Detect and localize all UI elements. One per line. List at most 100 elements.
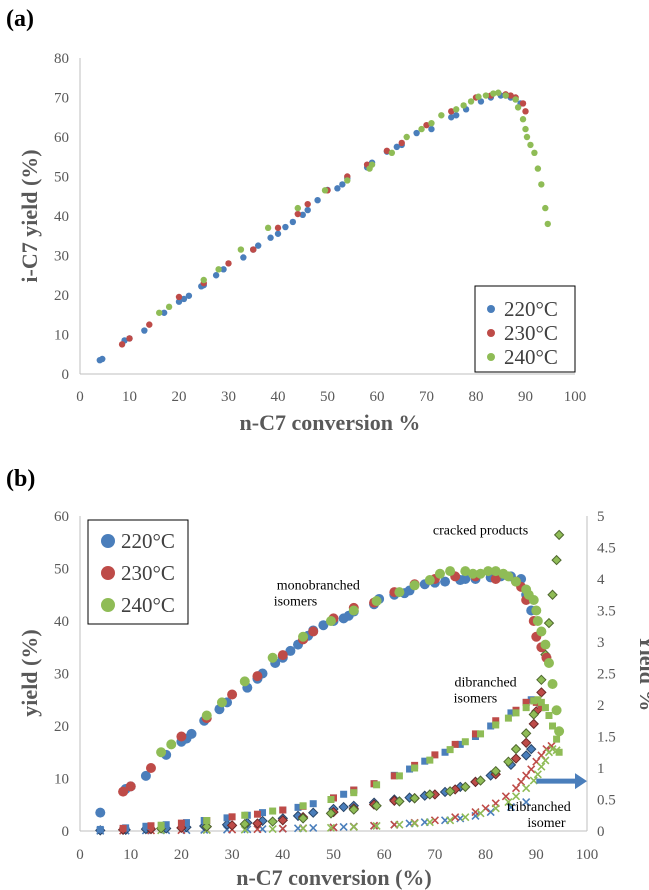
- panel-b-point-dibranched: [541, 704, 549, 712]
- panel-a-point: [527, 141, 534, 149]
- panel-a-point: [225, 260, 232, 267]
- panel-a-point: [175, 293, 183, 301]
- panel-a-point: [403, 133, 410, 141]
- panel-b-annotation: cracked products: [433, 523, 528, 538]
- panel-a-point: [321, 187, 329, 194]
- panel-a-point: [383, 147, 391, 155]
- panel-a-point: [146, 321, 153, 328]
- panel-b-point-monobranched: [503, 571, 514, 582]
- panel-b-point-monobranched: [348, 605, 359, 616]
- panel-b-point-dibranched: [373, 781, 381, 789]
- panel-b-x-tick-label: 60: [377, 847, 392, 863]
- panel-a-legend-label-230: 230°C: [504, 321, 558, 345]
- panel-b-point-dibranched: [545, 712, 553, 719]
- panel-b-point-cracked-products: [528, 709, 539, 720]
- panel-b-point-tribranched-isomer: [395, 820, 404, 829]
- panel-b-point-dibranched: [157, 821, 165, 829]
- panel-b-y-tick-label: 30: [54, 667, 69, 683]
- panel-b-point-dibranched: [327, 796, 335, 803]
- panel-b-point-monobranched: [475, 568, 486, 579]
- panel-b-point-monobranched: [490, 566, 501, 577]
- panel-a-point: [368, 161, 376, 168]
- panel-b-point-monobranched: [409, 580, 420, 591]
- panel-b-point-dibranched: [390, 772, 398, 780]
- panel-b-point-dibranched: [492, 721, 500, 729]
- panel-b-point-tribranched-isomer: [253, 825, 262, 834]
- panel-b-legend-label-240: 240°C: [121, 593, 175, 617]
- panel-a-point: [339, 181, 346, 188]
- panel-a-point: [200, 276, 207, 284]
- panel-b-right-y-ticks: 0 0.5 1 1.5 2 2.5 3 3.5 4 4.5 5: [597, 509, 616, 840]
- panel-a-x-tick-label: 10: [122, 389, 137, 405]
- panel-a-point: [215, 266, 222, 273]
- panel-b-point-monobranched: [511, 576, 522, 587]
- panel-b-point-cracked-products: [520, 750, 532, 761]
- panel-a-point: [522, 125, 529, 133]
- panel-b-point-tribranched-isomer: [511, 784, 521, 793]
- panel-b-point-monobranched: [434, 568, 445, 579]
- panel-b-point-dibranched: [203, 817, 211, 824]
- panel-b-point-dibranched: [504, 714, 512, 722]
- panel-b-point-cracked-products: [475, 775, 486, 786]
- panel-a-y-tick-label: 60: [54, 130, 69, 146]
- panel-a-point: [99, 355, 106, 363]
- panel-b-point-dibranched: [446, 746, 454, 754]
- panel-a-point: [438, 112, 445, 119]
- panel-b-point-dibranched: [487, 722, 495, 730]
- panel-a-point: [294, 204, 301, 212]
- panel-a-x-tick-label: 100: [564, 389, 587, 405]
- panel-b-point-monobranched: [460, 574, 471, 584]
- panel-b-y-tick-label: 10: [54, 772, 69, 788]
- panel-b-point-cracked-products: [490, 765, 501, 777]
- panel-b-point-monobranched: [551, 705, 562, 716]
- panel-b-right-y-tick-label: 0: [597, 824, 605, 840]
- panel-b-point-tribranched-isomer: [527, 765, 536, 774]
- panel-a-point: [531, 149, 538, 156]
- panel-a-point: [523, 133, 531, 141]
- panel-a-point: [267, 234, 274, 241]
- panel-a-point: [314, 197, 321, 204]
- panel-a-point: [453, 112, 460, 119]
- panel-b-point-cracked-products: [277, 815, 289, 826]
- panel-a-point: [460, 102, 467, 109]
- panel-b-point-dibranched: [553, 735, 561, 743]
- panel-b-point-cracked-products: [510, 743, 522, 755]
- panel-b-point-monobranched: [308, 626, 319, 637]
- panel-b-annotation: isomers: [454, 691, 498, 706]
- panel-a-y-tick-label: 80: [54, 51, 69, 67]
- panel-a-point: [519, 116, 527, 123]
- panel-b-point-dibranched: [96, 825, 104, 833]
- panel-b-point-tribranched-isomer: [529, 776, 538, 785]
- panel-b-point-cracked-products: [297, 813, 309, 824]
- panel-b-right-y-tick-label: 1.5: [597, 730, 616, 746]
- panel-a-point: [212, 272, 220, 279]
- panel-a-point: [294, 210, 301, 218]
- panel-b-annotation: tribranched: [507, 800, 571, 815]
- panel-b-point-cracked-products: [239, 818, 250, 830]
- panel-b-point-tribranched-isomer: [339, 822, 348, 832]
- panel-a-x-tick-label: 50: [320, 389, 335, 405]
- panel-a-point: [165, 303, 173, 311]
- panel-b-point-monobranched: [166, 739, 177, 750]
- panel-b-legend-marker-230: [101, 566, 115, 580]
- panel-a-y-tick-label: 10: [54, 328, 69, 344]
- panel-b-point-tribranched-isomer: [501, 792, 510, 801]
- panel-b-right-y-tick-label: 5: [597, 509, 605, 525]
- panel-b-point-cracked-products: [409, 793, 420, 804]
- panel-b-point-tribranched-isomer: [299, 824, 308, 833]
- panel-a-point: [388, 149, 396, 156]
- panel-a-point: [477, 98, 485, 105]
- panel-a-point: [522, 108, 529, 115]
- panel-b-right-y-tick-label: 3.5: [597, 604, 616, 620]
- panel-a-point: [490, 90, 497, 97]
- panel-b-point-tribranched-isomer: [349, 822, 358, 831]
- panel-b-point-dibranched: [340, 790, 348, 798]
- panel-b-point-cracked-products: [424, 789, 436, 800]
- panel-a-point: [175, 298, 183, 305]
- panel-b-point-monobranched: [186, 728, 197, 739]
- panel-b-point-tribranched-isomer: [511, 792, 521, 801]
- panel-a-point: [512, 96, 519, 103]
- panel-b-point-cracked-products: [536, 687, 547, 698]
- panel-b-point-tribranched-isomer: [461, 813, 470, 822]
- panel-a-x-tick-label: 90: [518, 389, 533, 405]
